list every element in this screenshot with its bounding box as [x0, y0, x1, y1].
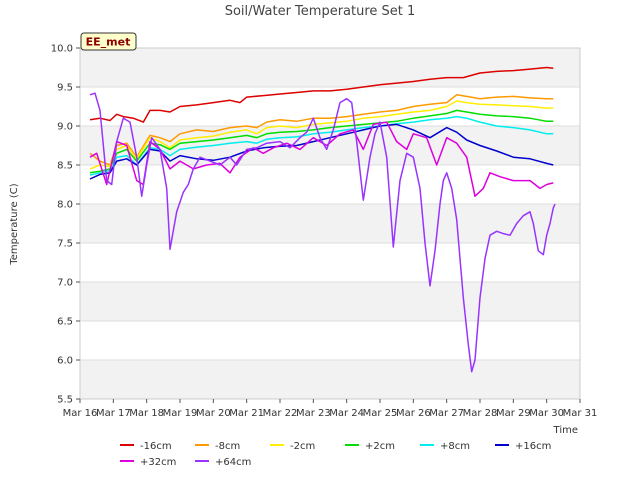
- site-badge: EE_met: [80, 32, 137, 51]
- x-tick-label: Mar 29: [496, 408, 531, 419]
- x-tick-label: Mar 19: [163, 408, 198, 419]
- x-tick-label: Mar 17: [96, 408, 131, 419]
- series-line-plus2cm: [89, 109, 554, 174]
- y-tick-label: 6.5: [57, 317, 73, 328]
- y-tick-label: 7.0: [57, 278, 73, 289]
- legend-label: -8cm: [215, 441, 240, 452]
- x-axis-label: Time: [553, 425, 578, 436]
- chart-title: Soil/Water Temperature Set 1: [225, 4, 416, 19]
- y-tick-label: 7.5: [57, 239, 73, 250]
- y-tick-label: 8.0: [57, 200, 73, 211]
- site-badge-label: EE_met: [86, 36, 131, 49]
- x-tick-label: Mar 28: [463, 408, 498, 419]
- x-tick-label: Mar 26: [396, 408, 431, 419]
- series-line-plus16cm: [89, 123, 554, 180]
- site-badge-box: [80, 32, 137, 51]
- series-line-minus8cm: [89, 94, 554, 166]
- plot-band: [80, 48, 580, 87]
- x-tick-label: Mar 22: [263, 408, 298, 419]
- series-line-plus64cm: [89, 92, 556, 373]
- y-tick-label: 5.5: [57, 395, 73, 406]
- x-tick-label: Mar 20: [196, 408, 231, 419]
- plot-band: [80, 282, 580, 321]
- series-line-plus32cm: [89, 121, 554, 197]
- x-tick-label: Mar 25: [363, 408, 398, 419]
- y-tick-label: 9.0: [57, 122, 73, 133]
- series-layer: [89, 66, 556, 373]
- x-tick-label: Mar 31: [563, 408, 598, 419]
- series-line-minus2cm: [89, 100, 554, 170]
- y-axis-ticks: 5.5 6.0 6.5 7.0 7.5 8.0 8.5 9.0 9.5 10.0: [51, 44, 80, 406]
- legend-label: -16cm: [140, 441, 172, 452]
- x-tick-label: Mar 21: [229, 408, 264, 419]
- series-line-minus16cm: [89, 66, 554, 123]
- y-tick-label: 6.0: [57, 356, 73, 367]
- legend-label: +8cm: [440, 441, 470, 452]
- plot-frame: [79, 47, 581, 400]
- plot-band: [80, 360, 580, 399]
- y-tick-label: 9.5: [57, 83, 73, 94]
- legend: -16cm -8cm -2cm +2cm +8cm +16cm +32cm +64cm: [120, 441, 551, 468]
- legend-label: +2cm: [365, 441, 395, 452]
- x-tick-label: Mar 30: [529, 408, 564, 419]
- y-axis-label: Temperature (C): [9, 183, 20, 265]
- x-tick-label: Mar 24: [329, 408, 364, 419]
- legend-label: -2cm: [290, 441, 315, 452]
- x-tick-label: Mar 27: [429, 408, 464, 419]
- x-tick-label: Mar 16: [63, 408, 98, 419]
- plot-band: [80, 204, 580, 243]
- legend-label: +16cm: [515, 441, 551, 452]
- y-tick-label: 10.0: [51, 44, 73, 55]
- x-tick-label: Mar 23: [296, 408, 331, 419]
- legend-label: +32cm: [140, 457, 176, 468]
- x-tick-label: Mar 18: [129, 408, 164, 419]
- y-tick-label: 8.5: [57, 161, 73, 172]
- legend-label: +64cm: [215, 457, 251, 468]
